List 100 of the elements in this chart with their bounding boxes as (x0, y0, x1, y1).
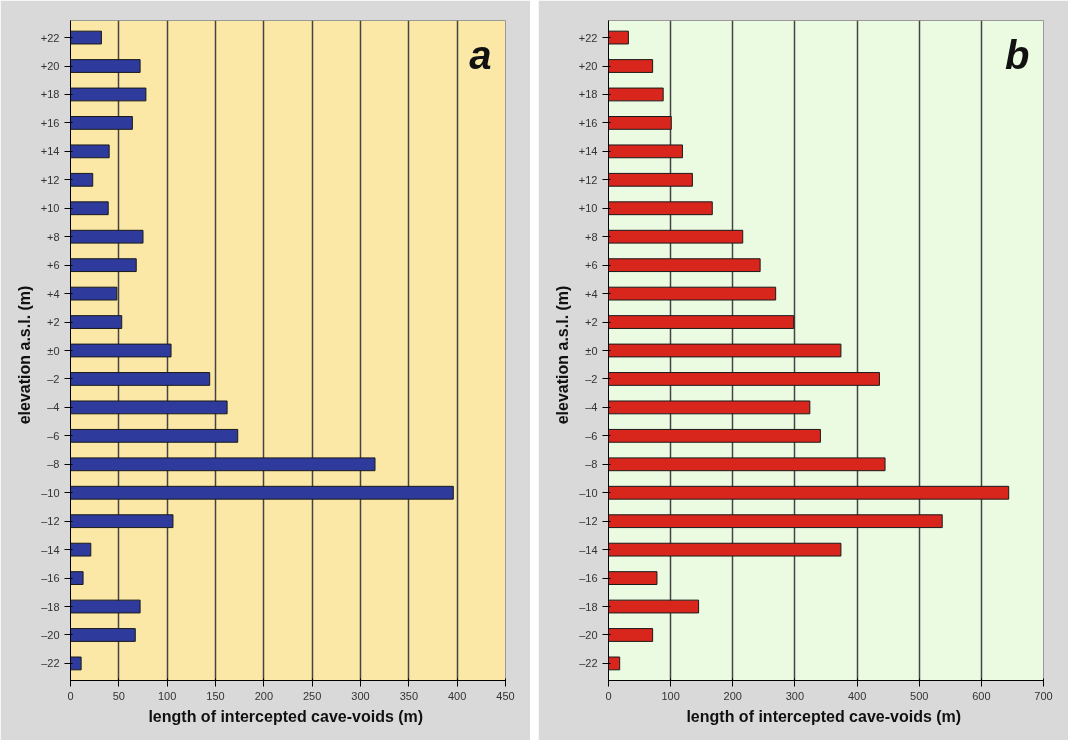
x-tick-label: 350 (399, 689, 419, 702)
bar (608, 428, 821, 443)
bar (608, 59, 654, 73)
bar (608, 30, 629, 45)
bar (608, 172, 693, 187)
bar (70, 116, 133, 130)
bar (608, 372, 880, 386)
y-tick-label: +2 (46, 316, 60, 329)
bar (608, 628, 654, 642)
bar (70, 201, 109, 216)
x-tick-label: 450 (496, 689, 515, 702)
bar (608, 315, 795, 329)
y-tick-label: ±0 (47, 344, 60, 357)
y-tick-label: +16 (40, 116, 60, 129)
y-tick-label: +18 (578, 88, 598, 101)
y-tick-label: –20 (41, 628, 60, 641)
bar (70, 229, 144, 244)
bar (608, 343, 842, 358)
bar (70, 571, 84, 585)
x-tick-label: 100 (157, 689, 177, 702)
y-tick-label: –16 (41, 572, 60, 585)
bar (608, 485, 1010, 500)
x-tick-label: 600 (972, 689, 991, 702)
y-tick-label: +12 (40, 173, 60, 186)
x-axis-title: length of intercepted cave-voids (m) (686, 707, 962, 725)
y-tick-label: –16 (579, 572, 598, 585)
bar (70, 457, 376, 472)
bar (608, 201, 713, 216)
bar (608, 514, 943, 529)
x-tick-label: 100 (661, 689, 680, 702)
y-axis-title: elevation a.s.l. (m) (553, 285, 571, 425)
y-tick-label: –6 (47, 429, 60, 442)
y-tick-label: +22 (578, 31, 598, 44)
bar (70, 542, 92, 557)
bar (70, 656, 82, 671)
y-axis-title: elevation a.s.l. (m) (15, 285, 33, 425)
x-tick-label: 200 (254, 689, 274, 702)
y-tick-label: +14 (40, 145, 60, 158)
bar (70, 172, 94, 187)
x-tick-label: 300 (785, 689, 805, 702)
x-axis-title: length of intercepted cave-voids (m) (148, 707, 424, 725)
bar (70, 599, 141, 614)
bar (608, 144, 683, 159)
y-tick-label: +20 (40, 60, 60, 73)
bar (70, 485, 454, 500)
y-tick-label: +2 (584, 316, 598, 329)
y-tick-label: –10 (41, 486, 60, 499)
bar (70, 428, 239, 443)
y-tick-label: –12 (579, 515, 598, 528)
y-tick-label: +12 (578, 173, 598, 186)
x-tick-label: 300 (351, 689, 370, 702)
x-tick-label: 150 (206, 689, 225, 702)
x-tick-label: 200 (723, 689, 742, 702)
bar (608, 286, 777, 301)
bar (70, 30, 102, 45)
y-tick-label: –6 (585, 429, 598, 442)
y-tick-label: –4 (585, 401, 598, 414)
bar (70, 87, 147, 102)
y-tick-label: –2 (585, 372, 598, 385)
y-tick-label: +8 (584, 230, 598, 243)
y-tick-label: +10 (40, 202, 60, 215)
x-tick-label: 0 (67, 689, 74, 702)
bar (608, 542, 842, 557)
bar (608, 656, 621, 671)
y-tick-label: –2 (47, 372, 60, 385)
y-tick-label: +14 (578, 145, 598, 158)
x-tick-label: 250 (302, 689, 322, 702)
y-tick-label: +10 (578, 202, 598, 215)
y-tick-label: –8 (47, 458, 60, 471)
y-tick-label: –22 (41, 657, 60, 670)
y-tick-label: +22 (40, 31, 60, 44)
bar (70, 315, 123, 329)
bar (70, 59, 141, 73)
y-tick-label: –10 (579, 486, 598, 499)
annotation: b (1005, 32, 1030, 77)
y-tick-label: +4 (584, 287, 598, 300)
y-tick-label: –18 (579, 600, 598, 613)
y-tick-label: +6 (584, 259, 598, 272)
y-tick-label: –12 (41, 515, 60, 528)
bar (608, 258, 761, 273)
bar (608, 116, 672, 130)
bar (608, 599, 700, 614)
y-tick-label: +8 (46, 230, 60, 243)
bar (608, 229, 744, 244)
y-tick-label: –4 (47, 401, 60, 414)
x-tick-label: 400 (447, 689, 467, 702)
bar (70, 343, 172, 358)
y-tick-label: +16 (578, 116, 598, 129)
bar (608, 400, 811, 415)
y-tick-label: +20 (578, 60, 598, 73)
bar (70, 372, 211, 386)
x-tick-label: 500 (910, 689, 929, 702)
x-tick-label: 700 (1034, 689, 1053, 702)
bar (70, 400, 228, 415)
y-tick-label: ±0 (585, 344, 598, 357)
y-tick-label: –8 (585, 458, 598, 471)
bar (70, 144, 110, 159)
bar (70, 628, 136, 642)
bar (608, 457, 886, 472)
x-tick-label: 400 (847, 689, 867, 702)
